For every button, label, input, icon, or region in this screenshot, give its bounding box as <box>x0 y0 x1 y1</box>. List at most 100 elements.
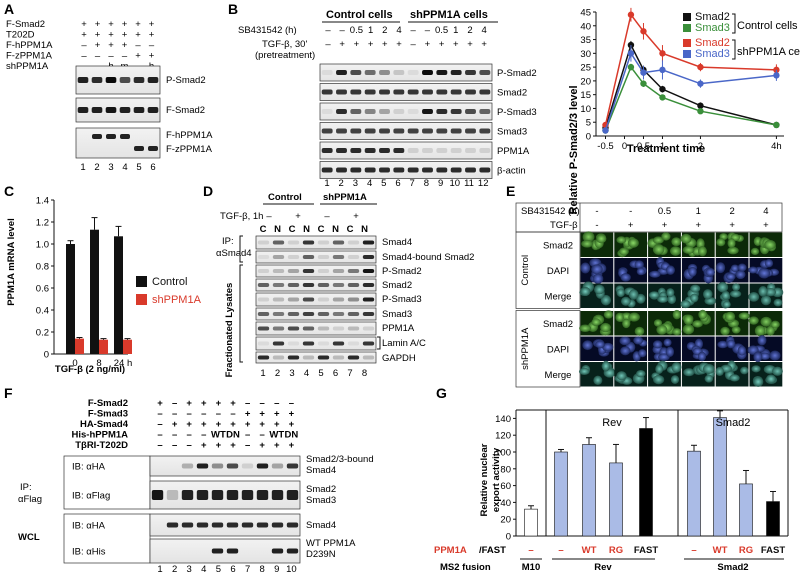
e-cell <box>727 238 736 249</box>
panel-e: E SB431542 (h) TGF-β - - 0.5 1 2 4 - + + + + + Contr… <box>506 183 784 388</box>
b-sb-value: 1 <box>453 25 458 36</box>
e-cell <box>770 320 780 329</box>
f-sign: + <box>259 419 265 430</box>
f-ib-label: IB: αHA <box>72 462 106 473</box>
d-blot-7-band <box>347 341 360 346</box>
e-cell <box>737 263 747 272</box>
d-blot-5-band <box>317 312 330 316</box>
panel-b-letter: B <box>228 1 238 17</box>
bc-point <box>602 127 609 134</box>
f-band-label: Smad2/3-bound <box>306 454 374 465</box>
e-cell <box>593 375 603 385</box>
b-sb-value: 4 <box>482 25 487 36</box>
d-blot-3-band <box>362 283 375 287</box>
b-blot-1-band <box>436 89 448 95</box>
e-cell <box>772 366 783 376</box>
d-blot-8-band <box>332 355 345 360</box>
e-cell <box>582 231 595 243</box>
f-sign: + <box>172 419 178 430</box>
d-tgf-sign: – <box>266 211 272 222</box>
a-lane-number: 1 <box>80 162 85 173</box>
d-fractionated: Fractionated Lysates <box>224 283 235 378</box>
b-blot-4-band <box>450 148 462 153</box>
e-cell <box>653 319 663 327</box>
f-blot-2 <box>149 513 301 537</box>
d-blot-1-band <box>332 255 345 259</box>
b-blot-3-band <box>465 128 476 134</box>
d-tgf-label: TGF-β, 1h <box>220 211 263 222</box>
bc-x-tick-label: 0.5 <box>637 141 650 152</box>
e-cell <box>652 340 663 349</box>
d-blot-3-band <box>347 283 360 287</box>
f-blot-1-band <box>211 490 224 500</box>
d-blot-8-band <box>257 355 270 360</box>
bc-legend-label: Smad2 <box>695 11 730 23</box>
b-group-sh: shPPM1A cells <box>410 9 488 21</box>
e-cell <box>615 312 624 323</box>
bc-ylabel: Relative P-Smad2/3 level <box>568 85 580 214</box>
b-blot-2-band <box>450 109 462 114</box>
b-band-label: Smad3 <box>497 127 527 138</box>
f-sign: – <box>245 430 250 441</box>
d-lane-number: 8 <box>362 368 367 379</box>
b-blot-1-band <box>479 89 491 95</box>
g-xrow-item: FAST <box>634 545 658 556</box>
bc-y-tick-label: 45 <box>580 8 591 19</box>
g-xrow-item: – <box>691 545 696 556</box>
a-blot-ppm1a-band <box>106 134 116 139</box>
e-cell <box>721 290 730 300</box>
b-sb-value: – <box>411 25 417 36</box>
f-sign: + <box>245 409 251 420</box>
g-bar <box>687 450 701 537</box>
f-band-label: Smad3 <box>306 495 336 506</box>
c-bar <box>99 339 108 354</box>
e-cell <box>680 233 692 244</box>
b-blot-4-band <box>379 148 390 153</box>
e-cell <box>671 362 682 373</box>
a-sign: + <box>95 40 101 51</box>
e-cell <box>702 363 715 374</box>
e-cell <box>594 284 605 295</box>
g-ylabel: Relative nuclear <box>479 443 490 516</box>
d-lane-number: 1 <box>260 368 265 379</box>
g-bar <box>766 501 780 537</box>
f-sign: – <box>157 409 162 420</box>
f-sign: + <box>259 440 265 451</box>
f-row-label: His-hPPM1A <box>72 430 129 441</box>
f-lane-number: 3 <box>187 564 192 575</box>
e-cell <box>731 326 741 334</box>
e-row-label: Smad2 <box>543 319 573 330</box>
e-sb-value: 4 <box>763 206 768 217</box>
b-tgf-sign: – <box>325 39 331 50</box>
c-bar <box>66 244 75 354</box>
f-blot-1-band <box>181 490 194 500</box>
bc-legend-swatch <box>683 13 691 21</box>
a-sign: + <box>149 51 155 62</box>
d-blot-0-band <box>272 240 285 245</box>
b-blot-0-band <box>393 70 405 75</box>
d-blot-0-band <box>257 240 270 245</box>
b-lane-number: 3 <box>353 178 358 189</box>
a-lane-number: 4 <box>122 162 127 173</box>
bc-point <box>640 80 647 87</box>
d-blot-3-band <box>257 283 270 287</box>
bc-point <box>697 102 704 109</box>
bc-y-tick-label: 20 <box>580 76 591 87</box>
e-cell <box>591 318 601 327</box>
c-bar <box>114 236 123 354</box>
g-y-tick-label: 120 <box>495 431 511 442</box>
e-cell <box>671 237 682 247</box>
e-cell <box>648 291 660 299</box>
bc-x-tick-label: 4h <box>771 141 782 152</box>
e-cell <box>628 312 640 322</box>
d-fraction: C <box>260 224 267 235</box>
f-sign: + <box>274 419 280 430</box>
b-sb-value: 2 <box>467 25 472 36</box>
e-sb-value: 2 <box>729 206 734 217</box>
d-blot-2 <box>255 264 377 278</box>
d-blot-7-band <box>362 341 375 346</box>
f-lane-number: 5 <box>216 564 221 575</box>
e-cell <box>715 262 726 274</box>
d-band-label: Smad4 <box>382 237 412 248</box>
panel-c-letter: C <box>4 183 14 199</box>
